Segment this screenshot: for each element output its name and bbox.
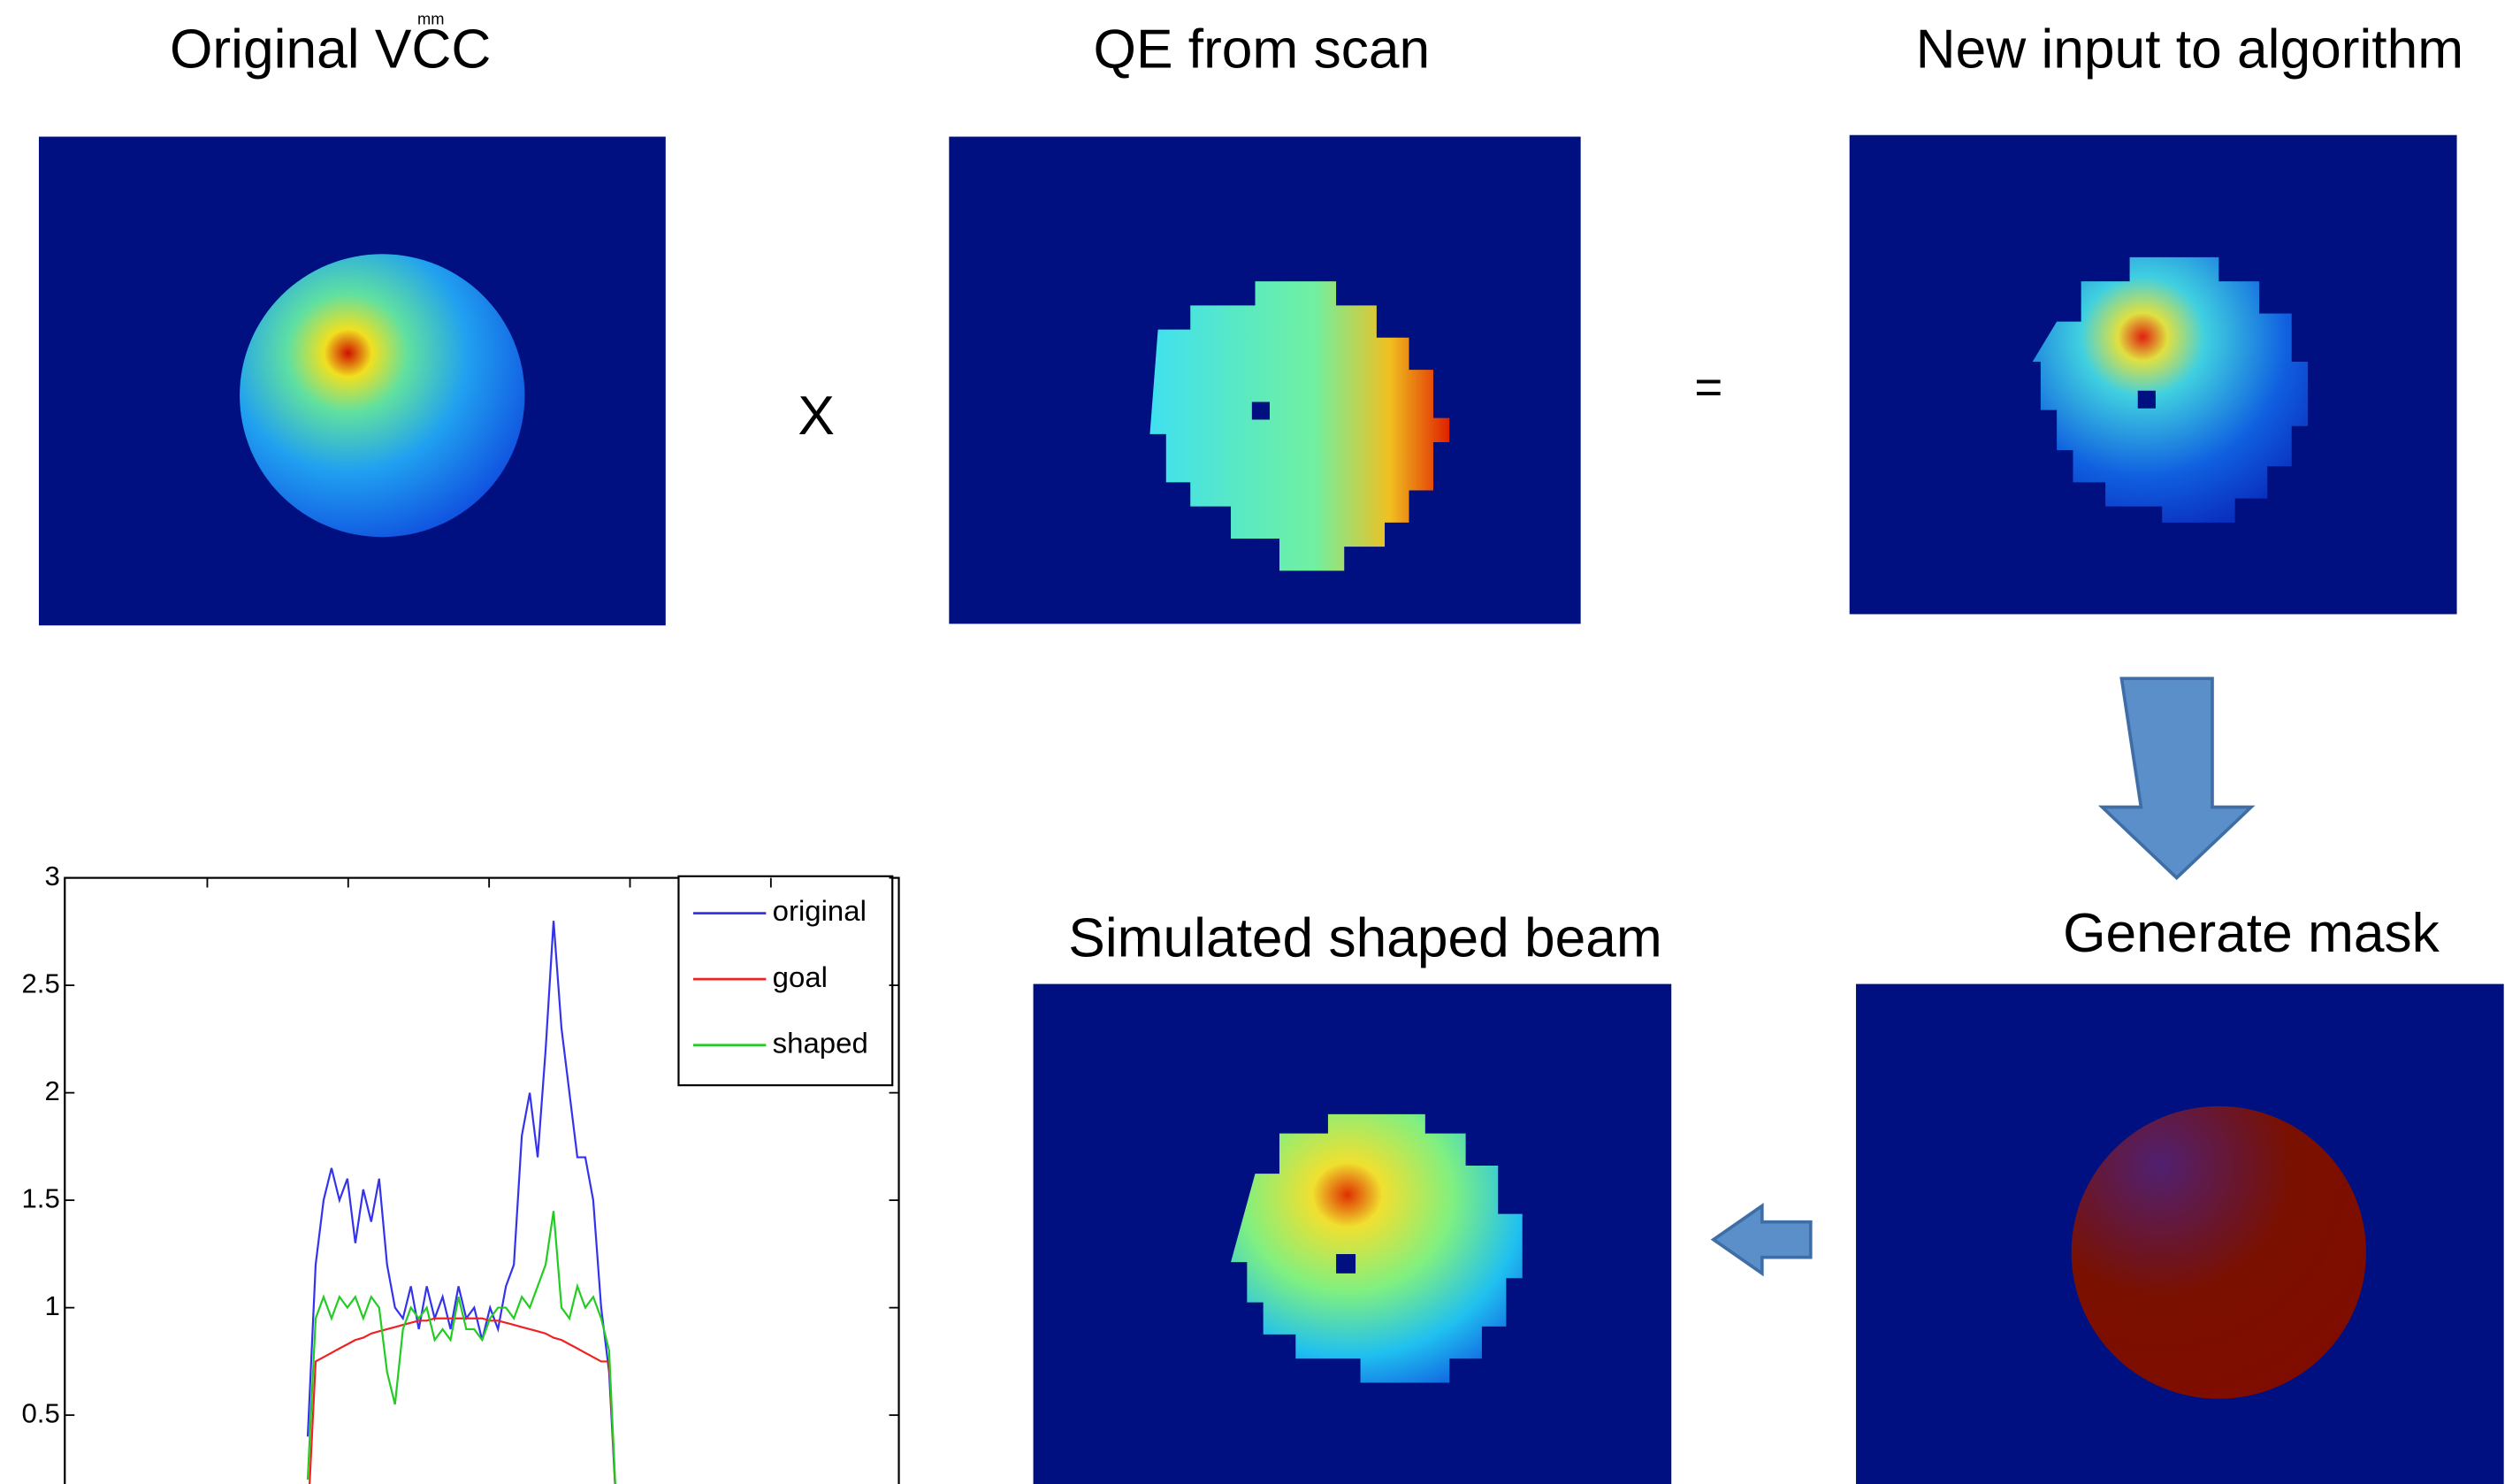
panel-title: Generate mask [2063, 903, 2440, 964]
y-tick-label: 2.5 [21, 968, 59, 998]
panel-title: QE from scan [1094, 19, 1431, 80]
operator: X [798, 386, 835, 447]
y-tick-label: 2 [44, 1075, 59, 1106]
panel-title: Simulated shaped beam [1068, 908, 1661, 969]
heatmap-hole [1251, 402, 1270, 420]
line-series [306, 921, 616, 1484]
y-tick-label: 1.5 [21, 1182, 59, 1213]
heatmap-hole [2137, 390, 2156, 409]
legend-label: goal [773, 960, 828, 993]
heatmap-beam [2032, 256, 2309, 523]
y-tick-label: 1 [44, 1290, 59, 1321]
y-tick-label: 3 [44, 861, 59, 891]
legend-label: shaped [773, 1026, 868, 1059]
legend [677, 875, 894, 1087]
y-tick-label: 0.5 [21, 1397, 59, 1428]
heatmap-beam [1149, 281, 1450, 571]
operator: = [1694, 359, 1722, 414]
unit-label: mm [417, 9, 445, 27]
mask-beam [2071, 1105, 2366, 1399]
heatmap-hole [1336, 1254, 1356, 1274]
left-arrow [1710, 1202, 1813, 1277]
panel-title: Original VCC [170, 19, 491, 80]
legend-label: original [773, 894, 867, 927]
line-series [306, 1211, 616, 1484]
down-arrow [2097, 677, 2256, 881]
heatmap-beam [1231, 1113, 1523, 1383]
line-series [309, 1317, 616, 1484]
heatmap-beam [240, 254, 525, 538]
panel-title: New input to algorithm [1916, 19, 2463, 80]
